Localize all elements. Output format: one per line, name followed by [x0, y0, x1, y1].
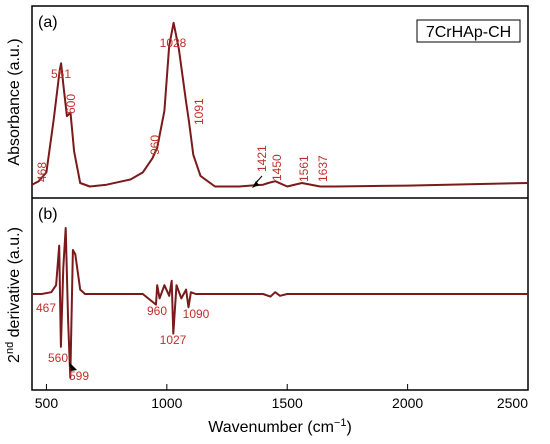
- peak-label-1028: 1028: [160, 36, 187, 50]
- peak-label-599: 599: [69, 369, 89, 383]
- peak-label-960: 960: [148, 135, 162, 155]
- legend-label: 7CrHAp-CH: [426, 24, 511, 41]
- panel-a-tag: (a): [38, 14, 58, 31]
- peak-label-600: 600: [64, 94, 78, 114]
- series-layer: [31, 21, 529, 379]
- peak-label-1450: 1450: [270, 154, 284, 181]
- peak-label-560: 560: [48, 351, 68, 365]
- peak-label-1421: 1421: [255, 145, 269, 172]
- arrow-599-head: [69, 362, 77, 371]
- x-tick-label-2500: 2500: [497, 395, 528, 411]
- peak-labels-b: 467 560 599 960 1027 1090: [36, 301, 210, 383]
- peak-labels-a: 468 561 600 960 1028 1091 1421 1450 1561…: [35, 36, 330, 188]
- x-axis-label: Wavenumber (cm−1): [208, 417, 352, 436]
- x-ticks: 500 1000 1500 2000 2500: [35, 384, 529, 411]
- peak-label-468: 468: [35, 162, 49, 182]
- y-axis-label-b: 2nd derivative (a.u.): [4, 227, 23, 363]
- peak-label-1090: 1090: [183, 307, 210, 321]
- legend-box: [416, 19, 521, 43]
- peak-label-1561: 1561: [297, 155, 311, 182]
- peak-label-1091: 1091: [192, 98, 206, 125]
- x-tick-label-500: 500: [35, 395, 59, 411]
- x-tick-label-1000: 1000: [151, 395, 182, 411]
- peak-label-1027: 1027: [160, 333, 187, 347]
- peak-label-561: 561: [51, 67, 71, 81]
- series-line-a: [31, 21, 529, 188]
- y-axis-label-a: Absorbance (a.u.): [6, 38, 23, 165]
- series-line-b: [32, 227, 528, 379]
- x-tick-label-1500: 1500: [272, 395, 303, 411]
- peak-label-960: 960: [147, 304, 167, 318]
- panel-b-tag: (b): [38, 206, 58, 223]
- arrow-1421-head: [252, 181, 259, 188]
- peak-label-467: 467: [36, 301, 56, 315]
- peak-label-1637: 1637: [316, 155, 330, 182]
- x-tick-label-2000: 2000: [392, 395, 423, 411]
